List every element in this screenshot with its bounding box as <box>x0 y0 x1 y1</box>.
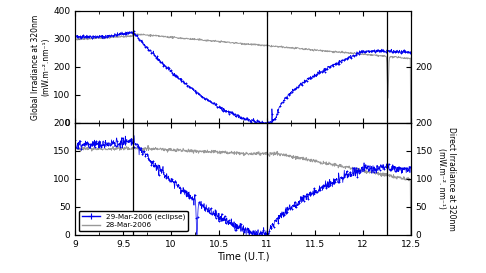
X-axis label: Time (U.T.): Time (U.T.) <box>217 251 269 262</box>
Legend: 29-Mar-2006 (eclipse), 28-Mar-2006: 29-Mar-2006 (eclipse), 28-Mar-2006 <box>79 210 188 231</box>
Y-axis label: Global Irradiance at 320nm
(mW.m⁻².nm⁻¹): Global Irradiance at 320nm (mW.m⁻².nm⁻¹) <box>31 14 51 120</box>
Y-axis label: Direct Irradiance at 320nm
(mW.m⁻². nm⁻¹): Direct Irradiance at 320nm (mW.m⁻². nm⁻¹… <box>437 127 456 231</box>
